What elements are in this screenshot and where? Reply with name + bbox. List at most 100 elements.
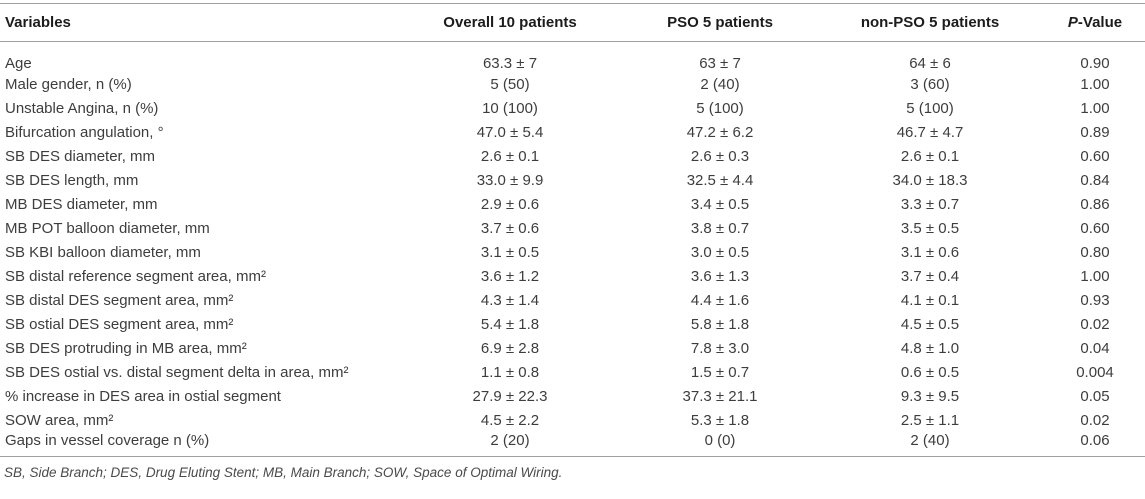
variable-cell: SB DES ostial vs. distal segment delta i… [5, 363, 349, 381]
table-row: % increase in DES area in ostial segment… [0, 384, 1145, 408]
pso-value-cell: 5.3 ± 1.8 [690, 411, 750, 429]
non-pso-value-cell: 46.7 ± 4.7 [896, 123, 964, 141]
pso-value-cell: 37.3 ± 21.1 [682, 387, 758, 405]
overall-value-cell: 33.0 ± 9.9 [476, 171, 544, 189]
overall-value-cell: 10 (100) [482, 99, 538, 117]
overall-value-cell: 2.6 ± 0.1 [480, 147, 540, 165]
non-pso-value-cell: 0.6 ± 0.5 [900, 363, 960, 381]
pso-value-cell: 2 (40) [700, 75, 740, 93]
table-row: Gaps in vessel coverage n (%) 2 (20) 0 (0)… [0, 432, 1145, 456]
non-pso-value-cell: 4.1 ± 0.1 [900, 291, 960, 309]
table-row: MB POT balloon diameter, mm 3.7 ± 0.6 3.8 … [0, 216, 1145, 240]
p-value-cell: 0.93 [1080, 291, 1110, 309]
pso-value-cell: 47.2 ± 6.2 [686, 123, 754, 141]
p-value-cell: 1.00 [1080, 99, 1110, 117]
p-value-cell: 0.02 [1080, 411, 1110, 429]
p-value-cell: 0.84 [1080, 171, 1110, 189]
non-pso-value-cell: 3.3 ± 0.7 [900, 195, 960, 213]
pso-value-cell: 1.5 ± 0.7 [690, 363, 750, 381]
variable-cell: MB POT balloon diameter, mm [5, 219, 210, 237]
overall-value-cell: 5 (50) [490, 75, 530, 93]
overall-value-cell: 1.1 ± 0.8 [480, 363, 540, 381]
column-header-pso: PSO 5 patients [625, 3, 815, 42]
pso-value-cell: 32.5 ± 4.4 [686, 171, 754, 189]
variable-cell: SB ostial DES segment area, mm² [5, 315, 234, 333]
table-row: MB DES diameter, mm 2.9 ± 0.6 3.4 ± 0.5 3.3… [0, 192, 1145, 216]
non-pso-value-cell: 2 (40) [910, 432, 950, 450]
variable-cell: % increase in DES area in ostial segment [5, 387, 281, 405]
p-value-cell: 0.90 [1080, 55, 1110, 72]
variable-cell: SB DES diameter, mm [5, 147, 156, 165]
p-value-cell: 0.89 [1080, 123, 1110, 141]
table-row: SB DES length, mm 33.0 ± 9.9 32.5 ± 4.4 34.… [0, 168, 1145, 192]
pso-value-cell: 3.6 ± 1.3 [690, 267, 750, 285]
overall-value-cell: 63.3 ± 7 [482, 55, 538, 72]
variable-cell: SOW area, mm² [5, 411, 114, 429]
variable-cell: Gaps in vessel coverage n (%) [5, 432, 210, 450]
pso-value-cell: 0 (0) [704, 432, 736, 450]
non-pso-value-cell: 9.3 ± 9.5 [900, 387, 960, 405]
non-pso-value-cell: 4.5 ± 0.5 [900, 315, 960, 333]
table-row: SB DES protruding in MB area, mm² 6.9 ± 2… [0, 336, 1145, 360]
overall-value-cell: 3.1 ± 0.5 [480, 243, 540, 261]
p-value-cell: 0.60 [1080, 219, 1110, 237]
table-row: SB distal reference segment area, mm² 3.6… [0, 264, 1145, 288]
patient-characteristics-table: Variables Overall 10 patients PSO 5 pati… [0, 3, 1145, 457]
p-value-cell: 0.05 [1080, 387, 1110, 405]
non-pso-value-cell: 5 (100) [906, 99, 954, 117]
variable-cell: Unstable Angina, n (%) [5, 99, 159, 117]
variable-cell: Age [5, 55, 32, 72]
pso-value-cell: 7.8 ± 3.0 [690, 339, 750, 357]
p-value-cell: 0.06 [1080, 432, 1110, 450]
variable-cell: Bifurcation angulation, ° [5, 123, 164, 141]
pso-value-cell: 5.8 ± 1.8 [690, 315, 750, 333]
column-header-p-value: P-Value [1045, 3, 1145, 42]
table-row: Unstable Angina, n (%) 10 (100) 5 (100) 5 (… [0, 96, 1145, 120]
p-value-cell: 0.86 [1080, 195, 1110, 213]
pso-value-cell: 3.4 ± 0.5 [690, 195, 750, 213]
column-header-overall: Overall 10 patients [395, 3, 625, 42]
p-value-cell: 0.60 [1080, 147, 1110, 165]
pso-value-cell: 5 (100) [696, 99, 744, 117]
variable-cell: Male gender, n (%) [5, 75, 132, 93]
p-value-italic-letter: P [1067, 14, 1078, 31]
non-pso-value-cell: 2.5 ± 1.1 [900, 411, 960, 429]
table-row: Age 63.3 ± 7 63 ± 7 64 ± 6 0.90 [0, 42, 1145, 72]
table-header: Variables Overall 10 patients PSO 5 pati… [0, 3, 1145, 42]
non-pso-value-cell: 4.8 ± 1.0 [900, 339, 960, 357]
p-value-cell: 0.04 [1080, 339, 1110, 357]
non-pso-value-cell: 64 ± 6 [909, 55, 951, 72]
non-pso-value-cell: 3.5 ± 0.5 [900, 219, 960, 237]
table-row: SB KBI balloon diameter, mm 3.1 ± 0.5 3.0 … [0, 240, 1145, 264]
table-row: SB DES diameter, mm 2.6 ± 0.1 2.6 ± 0.3 2.6… [0, 144, 1145, 168]
pso-value-cell: 63 ± 7 [699, 55, 741, 72]
non-pso-value-cell: 3 (60) [910, 75, 950, 93]
table-body: Age 63.3 ± 7 63 ± 7 64 ± 6 0.90 Male gender, … [0, 42, 1145, 457]
overall-value-cell: 4.3 ± 1.4 [480, 291, 540, 309]
p-value-cell: 1.00 [1080, 75, 1110, 93]
column-header-non-pso: non-PSO 5 patients [815, 3, 1045, 42]
overall-value-cell: 47.0 ± 5.4 [476, 123, 544, 141]
table-row: Bifurcation angulation, ° 47.0 ± 5.4 47.2 … [0, 120, 1145, 144]
p-value-cell: 0.80 [1080, 243, 1110, 261]
p-value-cell: 0.02 [1080, 315, 1110, 333]
overall-value-cell: 4.5 ± 2.2 [480, 411, 540, 429]
p-value-cell: 1.00 [1080, 267, 1110, 285]
variable-cell: SB DES protruding in MB area, mm² [5, 339, 247, 357]
overall-value-cell: 27.9 ± 22.3 [472, 387, 548, 405]
variable-cell: SB distal DES segment area, mm² [5, 291, 234, 309]
pso-value-cell: 3.0 ± 0.5 [690, 243, 750, 261]
table-footnote: SB, Side Branch; DES, Drug Eluting Stent… [4, 464, 563, 480]
non-pso-value-cell: 3.1 ± 0.6 [900, 243, 960, 261]
variable-cell: SB KBI balloon diameter, mm [5, 243, 201, 261]
non-pso-value-cell: 3.7 ± 0.4 [900, 267, 960, 285]
pso-value-cell: 2.6 ± 0.3 [690, 147, 750, 165]
overall-value-cell: 3.6 ± 1.2 [480, 267, 540, 285]
overall-value-cell: 2.9 ± 0.6 [480, 195, 540, 213]
variable-cell: SB DES length, mm [5, 171, 139, 189]
table-row: SB DES ostial vs. distal segment delta i… [0, 360, 1145, 384]
non-pso-value-cell: 34.0 ± 18.3 [892, 171, 968, 189]
overall-value-cell: 3.7 ± 0.6 [480, 219, 540, 237]
header-row: Variables Overall 10 patients PSO 5 pati… [0, 3, 1145, 42]
